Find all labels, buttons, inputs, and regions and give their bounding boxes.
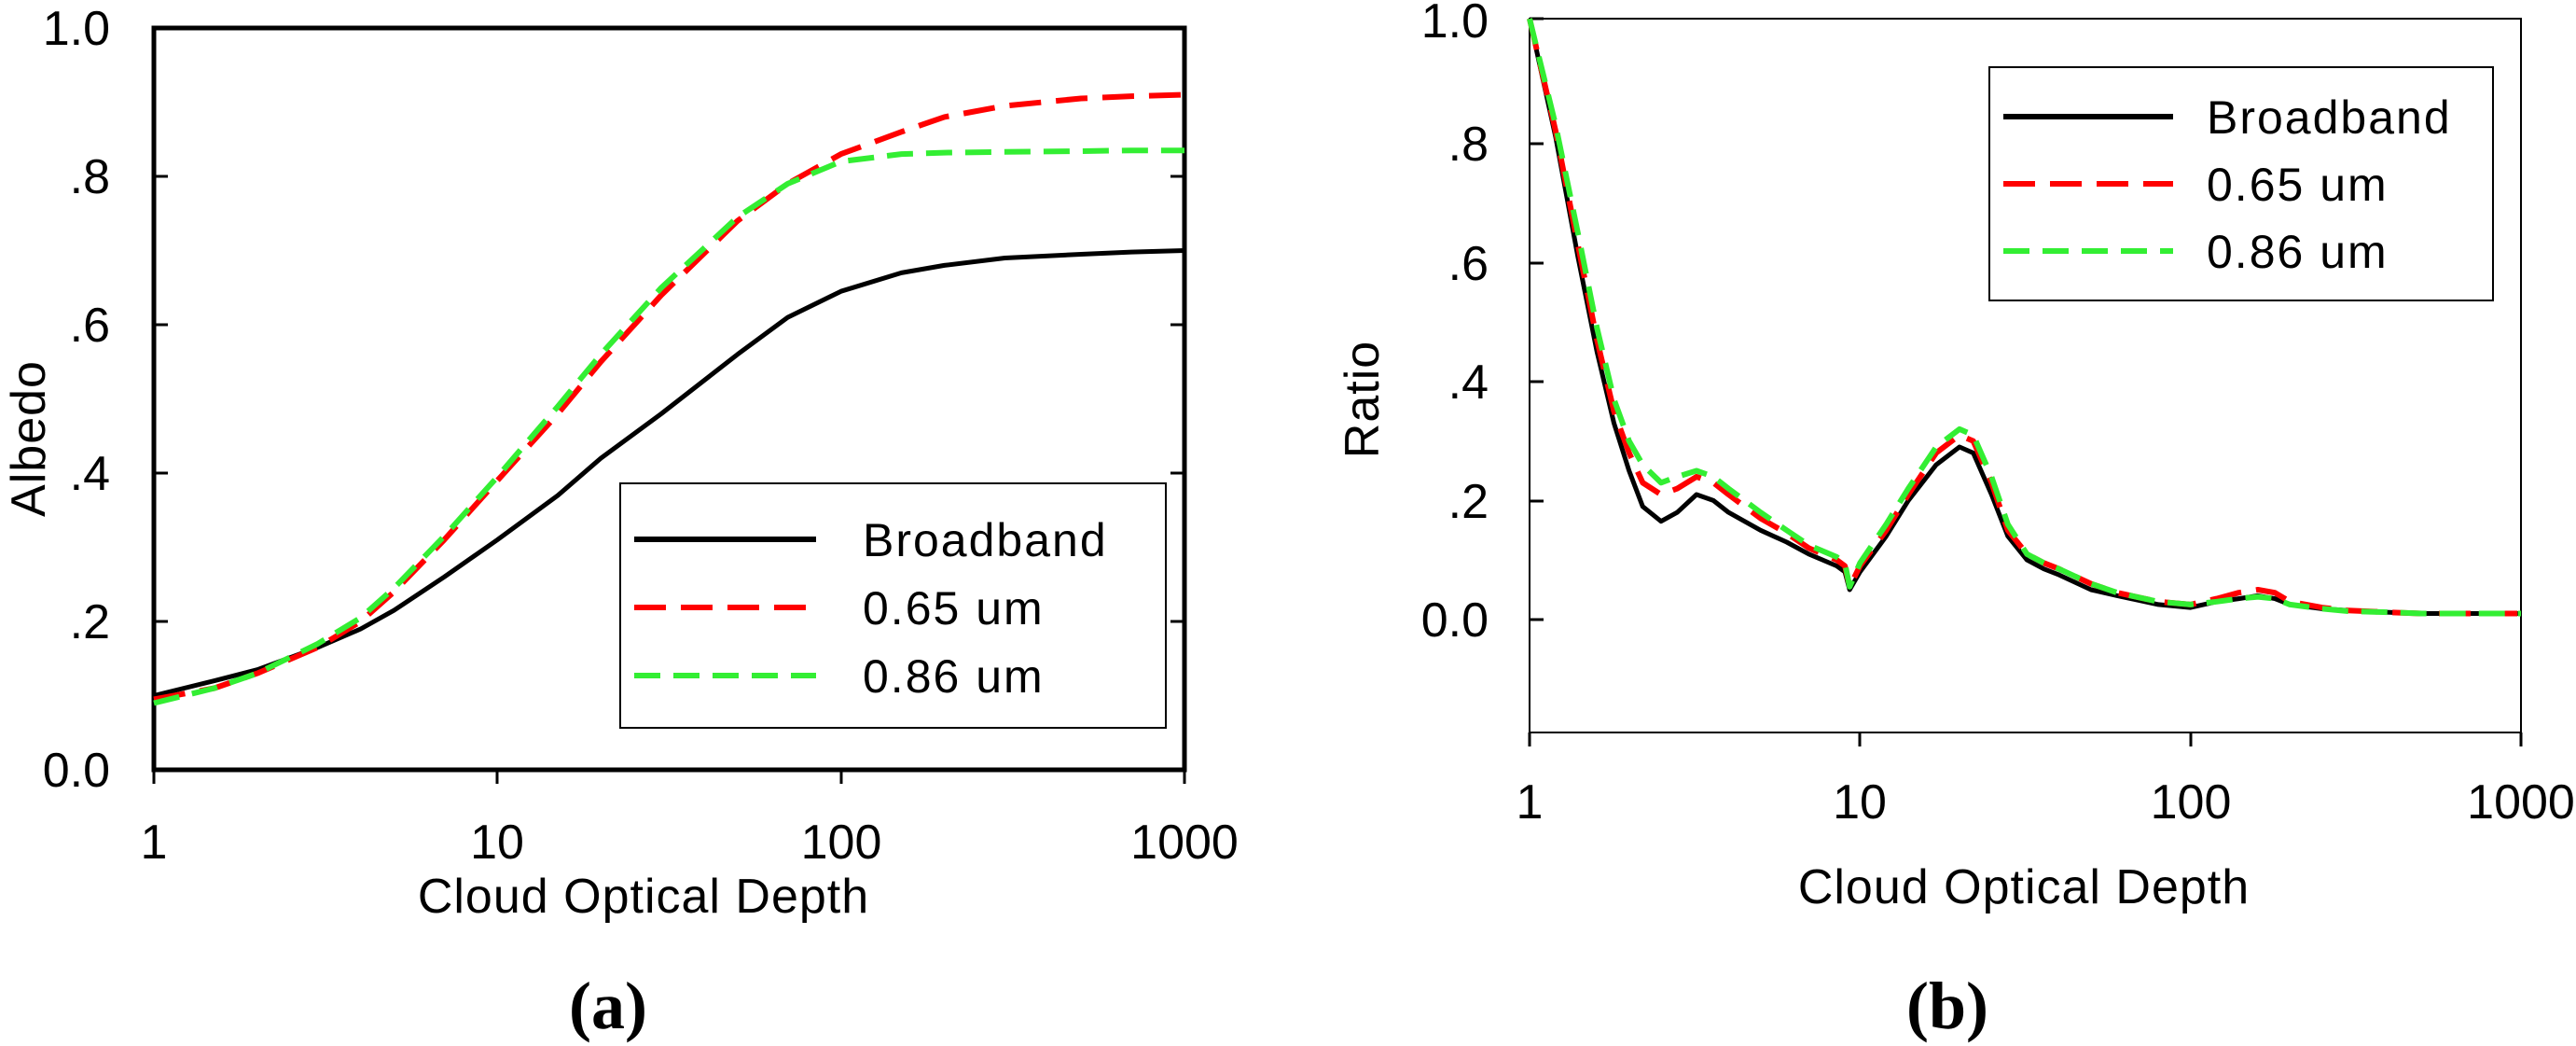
x-ticks	[1528, 732, 2523, 746]
y-axis-label: Albedo	[2, 360, 56, 517]
legend-label-065um: 0.65 um	[863, 582, 1045, 635]
series-line-0-86-um	[153, 147, 1184, 706]
data-lines	[153, 91, 1185, 706]
y-tick-label: .6	[70, 299, 110, 353]
y-tick-labels: 0.0 .2 .4 .6 .8 1.0	[43, 2, 110, 798]
y-tick-label: 1.0	[43, 2, 110, 56]
x-ticks	[152, 770, 1186, 784]
x-tick-label: 10	[1833, 775, 1887, 830]
y-ticks	[1530, 17, 1544, 621]
y-tick-label: .2	[1448, 475, 1489, 529]
y-tick-label: .6	[1448, 237, 1489, 291]
x-tick-label: 10	[470, 816, 524, 870]
y-tick-label: 0.0	[1421, 593, 1489, 648]
x-tick-label: 100	[2151, 775, 2232, 830]
series-line-broadband	[153, 248, 1185, 698]
x-tick-labels: 1 10 100 1000	[141, 816, 1239, 870]
y-tick-label: .8	[70, 150, 110, 204]
series-line-0-86-um	[1527, 18, 2521, 617]
panel-label-b: (b)	[1906, 969, 1988, 1043]
y-axis-label: Ratio	[1336, 341, 1390, 458]
x-axis-label: Cloud Optical Depth	[418, 870, 869, 924]
y-tick-label: .8	[1448, 118, 1489, 172]
legend-label-086um: 0.86 um	[863, 650, 1045, 703]
y-tick-label: .2	[70, 595, 110, 649]
legend-label-broadband: Broadband	[863, 514, 1108, 566]
albedo-chart: 1 10 100 1000 0.0 .2 .4 .6 .8 1.0 Cloud …	[2, 2, 1239, 1043]
y-tick-label: .4	[70, 447, 110, 501]
plot-frame	[151, 25, 1187, 773]
legend-label-065um: 0.65 um	[2207, 159, 2389, 211]
x-tick-label: 1	[1517, 775, 1544, 830]
x-tick-label: 1	[141, 816, 168, 870]
legend: Broadband 0.65 um 0.86 um	[1988, 66, 2494, 301]
x-tick-label: 1000	[2467, 775, 2575, 830]
x-tick-label: 100	[801, 816, 882, 870]
x-tick-labels: 1 10 100 1000	[1517, 775, 2575, 830]
panel-label-a: (a)	[569, 969, 647, 1043]
x-axis-label: Cloud Optical Depth	[1798, 860, 2250, 914]
data-lines	[1527, 18, 2521, 617]
plot-frame	[1529, 18, 2522, 733]
series-line-0-65-um	[153, 91, 1185, 703]
x-tick-label: 1000	[1130, 816, 1239, 870]
y-ticks	[154, 26, 1184, 772]
legend-box	[619, 482, 1167, 729]
y-tick-label: .4	[1448, 356, 1489, 410]
ratio-chart: 1 10 100 1000 0.0 .2 .4 .6 .8 1.0 Cloud …	[1336, 0, 2575, 1043]
y-tick-label: 1.0	[1421, 0, 1489, 49]
y-tick-label: 0.0	[43, 744, 110, 798]
legend-label-broadband: Broadband	[2207, 91, 2452, 144]
series-line-broadband	[1527, 18, 2521, 616]
series-line-0-65-um	[1527, 18, 2521, 617]
legend: Broadband 0.65 um 0.86 um	[619, 482, 1167, 729]
legend-label-086um: 0.86 um	[2207, 226, 2389, 278]
y-tick-labels: 0.0 .2 .4 .6 .8 1.0	[1421, 0, 1489, 648]
